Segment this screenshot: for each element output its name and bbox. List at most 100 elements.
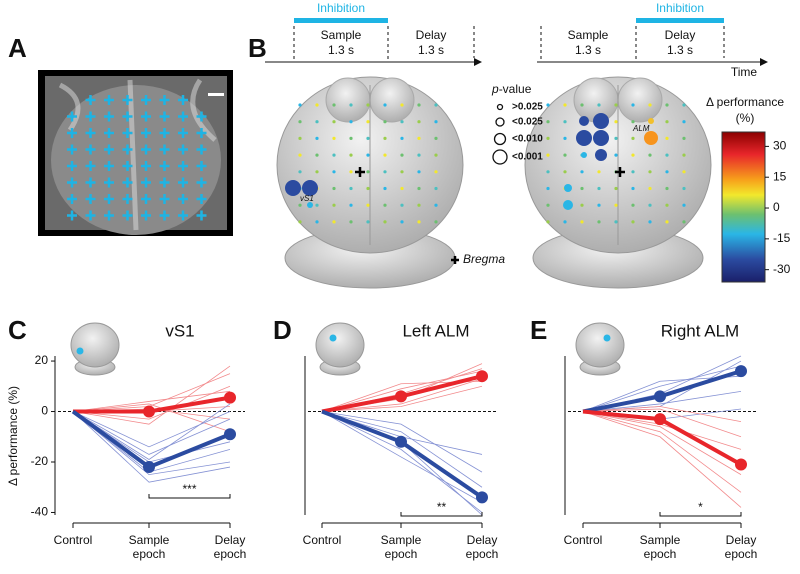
site (631, 120, 635, 124)
site-effect (581, 152, 587, 158)
site (580, 203, 584, 207)
site-effect (579, 116, 589, 126)
individual-line (321, 411, 483, 513)
cross (178, 111, 188, 122)
site (315, 153, 319, 157)
site (682, 170, 686, 174)
inset-brain (70, 322, 120, 368)
brain-left (276, 76, 464, 289)
pvalue-title: p-value (491, 82, 532, 96)
site (434, 136, 438, 140)
pvalue-key (496, 103, 504, 111)
cross (159, 210, 170, 221)
panel-label: B (248, 33, 267, 63)
site-effect (563, 200, 573, 210)
cross (85, 111, 96, 122)
site (400, 136, 404, 140)
pvalue-key (493, 132, 507, 146)
site (631, 170, 635, 174)
site (597, 103, 601, 107)
site (648, 103, 652, 107)
site (332, 186, 336, 191)
cross (122, 161, 133, 171)
site (434, 153, 438, 157)
colorbar-ticks: 30 15 0 -15 -30 (765, 139, 791, 276)
cross (104, 210, 114, 221)
inhibition-sites (67, 95, 207, 221)
cross (67, 128, 77, 138)
colorbar-tick-label: -30 (773, 262, 791, 276)
site (563, 220, 567, 224)
mean-point (654, 413, 666, 426)
site (400, 186, 404, 191)
site (366, 203, 370, 207)
epoch-label: Sample (568, 28, 609, 42)
individual-line (72, 365, 231, 425)
site (580, 186, 584, 191)
site-effect (593, 130, 609, 146)
site-effect (302, 180, 318, 196)
cross (67, 194, 77, 204)
site (298, 103, 302, 107)
site (349, 220, 353, 224)
site (383, 103, 387, 107)
site (417, 220, 421, 224)
cross (85, 177, 96, 188)
site (563, 170, 567, 174)
region-label: ALM (632, 124, 650, 133)
cross (178, 177, 188, 188)
cross (196, 111, 207, 122)
cross (122, 144, 133, 155)
pvalue-key (495, 117, 505, 127)
site (648, 203, 652, 207)
site (648, 220, 652, 224)
inhibition-label: Inhibition (656, 1, 704, 15)
site (349, 103, 353, 107)
site (631, 136, 635, 140)
cross (141, 194, 151, 204)
cross (196, 177, 207, 188)
site (383, 203, 387, 207)
site (434, 170, 438, 174)
cross (178, 128, 188, 138)
pvalue-legend: >0.025 <0.025 <0.010 <0.001 (492, 102, 543, 165)
epoch-duration: 1.3 s (575, 43, 601, 57)
cross (67, 111, 77, 122)
individual-line (72, 411, 231, 463)
site (631, 220, 635, 224)
significance: * (698, 500, 703, 514)
significance-bracket (400, 512, 483, 517)
site (614, 220, 618, 224)
site (648, 170, 652, 174)
cross (85, 161, 96, 171)
site (563, 120, 567, 124)
site (434, 203, 438, 207)
site (332, 220, 336, 224)
site (614, 103, 618, 107)
cross (159, 177, 170, 188)
x-tick-label: Sample epoch (128, 533, 170, 561)
cross (196, 144, 207, 155)
timeline-arrow (474, 58, 482, 66)
photo-texture (58, 78, 217, 231)
cross (85, 194, 96, 204)
site (631, 203, 635, 207)
mean-point (143, 405, 155, 418)
bregma-marker (355, 167, 625, 177)
pvalue-title-p: p (491, 82, 499, 96)
cross (104, 128, 114, 138)
site (631, 153, 635, 157)
site (597, 220, 601, 224)
site (682, 203, 686, 207)
chart-title: Right ALM (661, 321, 739, 340)
site (665, 120, 669, 124)
y-tick-label: -20 (31, 454, 49, 468)
site (400, 120, 404, 124)
site (366, 136, 370, 140)
site (417, 203, 421, 207)
timeline-arrow (760, 58, 768, 66)
site (383, 170, 387, 174)
individual-line (582, 406, 742, 423)
site (580, 220, 584, 224)
